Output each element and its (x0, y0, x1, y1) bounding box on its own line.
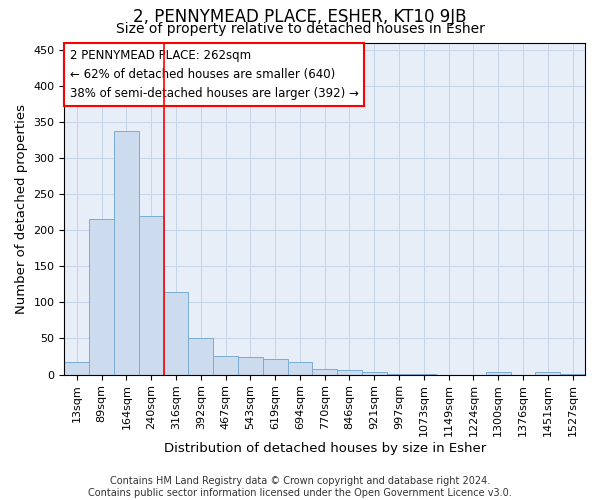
Text: Contains HM Land Registry data © Crown copyright and database right 2024.
Contai: Contains HM Land Registry data © Crown c… (88, 476, 512, 498)
Bar (238, 356, 263, 374)
Bar (313, 369, 337, 374)
X-axis label: Distribution of detached houses by size in Esher: Distribution of detached houses by size … (164, 442, 486, 455)
Bar (535, 372, 560, 374)
Bar (64, 362, 89, 374)
Bar (287, 362, 313, 374)
Text: 2, PENNYMEAD PLACE, ESHER, KT10 9JB: 2, PENNYMEAD PLACE, ESHER, KT10 9JB (133, 8, 467, 26)
Bar (139, 216, 164, 374)
Bar (263, 358, 287, 374)
Text: Size of property relative to detached houses in Esher: Size of property relative to detached ho… (116, 22, 484, 36)
Text: 2 PENNYMEAD PLACE: 262sqm
← 62% of detached houses are smaller (640)
38% of semi: 2 PENNYMEAD PLACE: 262sqm ← 62% of detac… (70, 49, 358, 100)
Bar (337, 370, 362, 374)
Bar (213, 356, 238, 374)
Y-axis label: Number of detached properties: Number of detached properties (15, 104, 28, 314)
Bar (164, 292, 188, 374)
Bar (486, 372, 511, 374)
Bar (188, 338, 213, 374)
Bar (89, 220, 114, 374)
Bar (362, 372, 386, 374)
Bar (114, 130, 139, 374)
